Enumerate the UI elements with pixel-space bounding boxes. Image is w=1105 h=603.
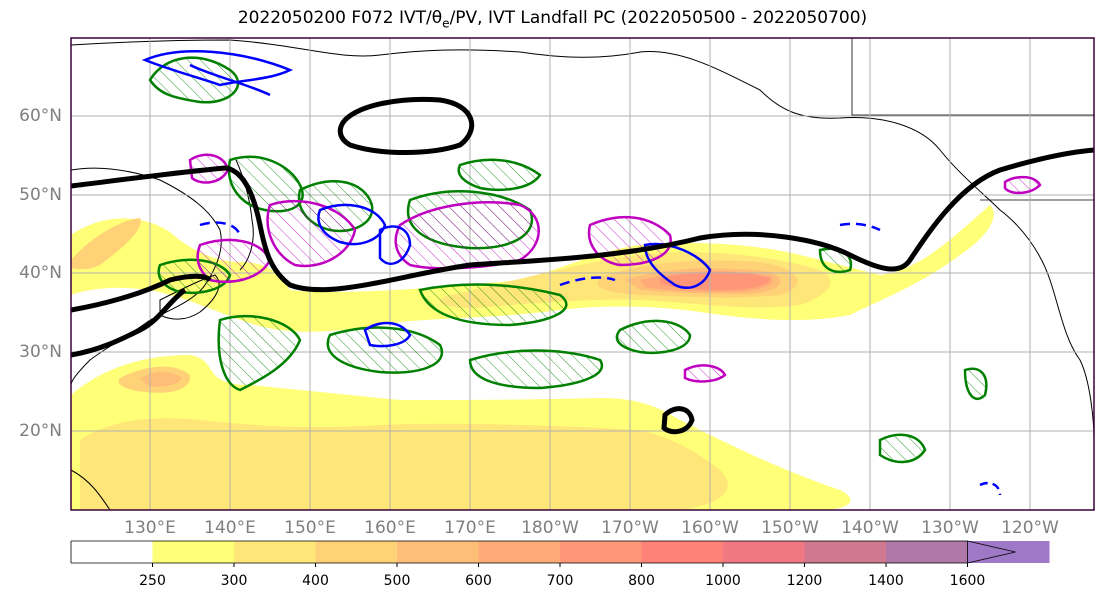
colorbar-segment xyxy=(478,541,561,563)
colorbar-tick-label: 1600 xyxy=(949,573,986,589)
philippines-coast xyxy=(71,469,111,510)
colorbar-segment xyxy=(71,541,153,563)
pv-contours xyxy=(141,50,1002,496)
colorbar-extend-arrow xyxy=(967,540,1016,564)
lon-label-150w: 150°W xyxy=(761,518,819,538)
colorbar-tick-label: 400 xyxy=(302,573,329,589)
colorbar-tick-label: 1000 xyxy=(705,573,741,589)
ivt-300-south xyxy=(80,418,728,510)
colorbar-segment xyxy=(397,541,479,563)
colorbar-segment xyxy=(315,541,398,563)
ivt-shading xyxy=(71,205,994,510)
colorbar-tick-label: 500 xyxy=(383,573,411,589)
lon-label-140w: 140°W xyxy=(841,518,899,538)
colorbar-segment xyxy=(152,541,235,563)
chart-title: 2022050200 F072 IVT/θe/PV, IVT Landfall … xyxy=(237,8,868,31)
colorbar-tick-label: 250 xyxy=(139,573,166,589)
lon-label-140e: 140°E xyxy=(204,518,256,538)
lat-label-20: 20°N xyxy=(19,421,62,441)
colorbar-segment xyxy=(886,541,968,563)
colorbar-tick-label: 800 xyxy=(628,573,655,589)
colorbar-tick-label: 700 xyxy=(546,573,574,589)
colorbar xyxy=(70,540,1050,567)
lon-label-160e: 160°E xyxy=(364,518,416,538)
lat-label-50: 50°N xyxy=(19,185,62,205)
ivt-400-west xyxy=(71,218,141,270)
colorbar-outline xyxy=(70,540,968,564)
lon-label-170e: 170°E xyxy=(444,518,496,538)
lat-label-40: 40°N xyxy=(19,263,62,283)
lon-label-180w: 180°W xyxy=(521,518,579,538)
alaska-border xyxy=(851,38,1094,116)
lat-label-30: 30°N xyxy=(19,342,62,362)
north-coast xyxy=(71,39,1094,441)
lon-label-130e: 130°E xyxy=(124,518,176,538)
colorbar-segment xyxy=(234,541,316,563)
geopotential-contours xyxy=(71,96,1094,435)
ivt-700-contour xyxy=(660,272,770,290)
lat-label-60: 60°N xyxy=(19,106,62,126)
colorbar-tick-label: 1400 xyxy=(868,573,904,589)
colorbar-segment xyxy=(641,541,724,563)
colorbar-segment xyxy=(804,541,887,563)
colorbar-segment xyxy=(560,541,642,563)
lon-label-160w: 160°W xyxy=(681,518,739,538)
lon-label-150e: 150°E xyxy=(284,518,336,538)
gridlines xyxy=(71,38,1094,510)
lon-label-120w: 120°W xyxy=(1001,518,1059,538)
lon-label-130w: 130°W xyxy=(921,518,979,538)
lon-label-170w: 170°W xyxy=(601,518,659,538)
colorbar-segment xyxy=(723,541,805,563)
colorbar-tick-label: 300 xyxy=(220,573,248,589)
colorbar-tick-label: 600 xyxy=(465,573,492,589)
colorbar-tick-label: 1200 xyxy=(786,573,823,589)
map-frame xyxy=(70,37,1095,511)
